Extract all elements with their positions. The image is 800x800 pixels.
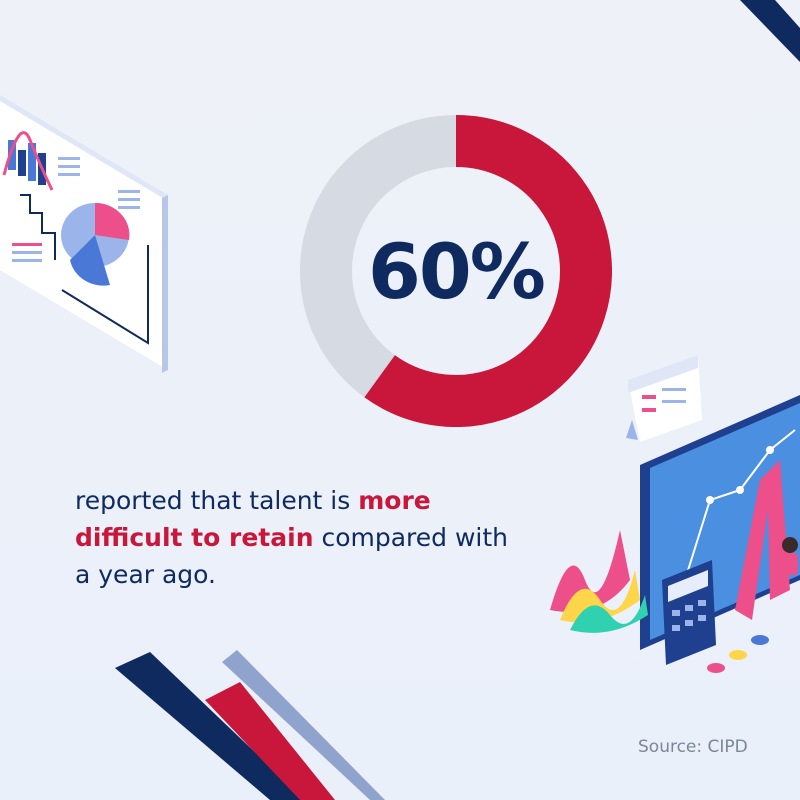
source-label: Source: CIPD bbox=[638, 737, 748, 757]
donut-slice-0 bbox=[364, 115, 612, 427]
caption-text: reported that talent is more difficult t… bbox=[75, 482, 515, 593]
caption-part-1: reported that talent is bbox=[75, 486, 359, 515]
calculator-icon bbox=[662, 560, 716, 665]
dashboard-illustration bbox=[0, 95, 168, 373]
analytics-monitor-illustration bbox=[550, 355, 800, 673]
caption-part-2: compared with a year ago. bbox=[75, 523, 508, 589]
donut-chart: 60% bbox=[300, 115, 612, 427]
calendar-icon bbox=[626, 355, 702, 442]
caption-highlight: more difficult to retain bbox=[75, 486, 431, 552]
donut-slice-1 bbox=[300, 115, 457, 398]
donut-value-label: 60% bbox=[368, 226, 546, 316]
